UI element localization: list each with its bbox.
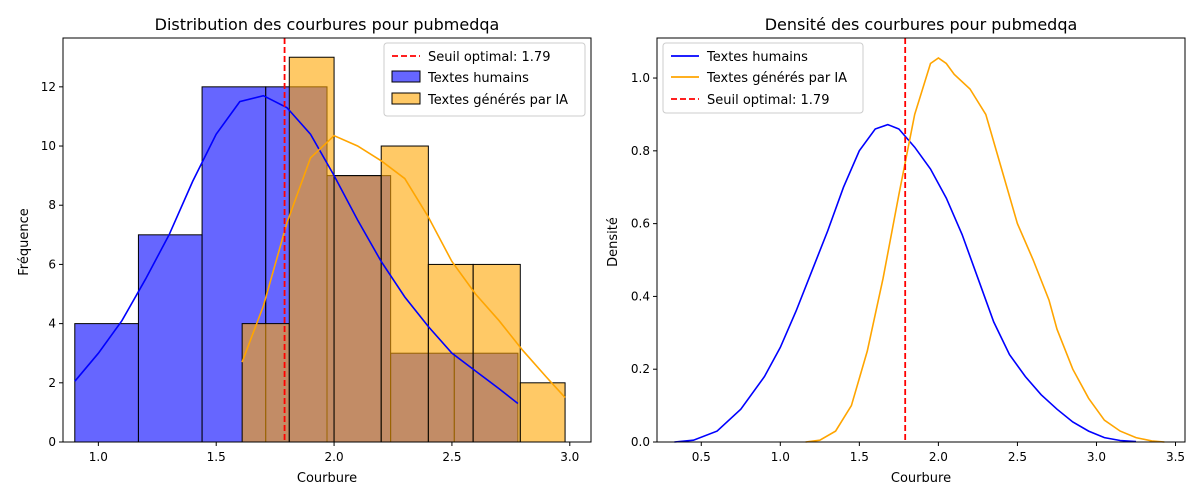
density-x-tick-label: 2.5 (1008, 450, 1027, 464)
bar-ai-4 (427, 263, 474, 443)
density-y-tick-label: 0.4 (631, 289, 650, 303)
bar-ai-6 (519, 382, 566, 443)
histogram-x-axis-label: Courbure (297, 471, 357, 486)
bar-ai-3 (380, 145, 429, 443)
legend-swatch-ai (391, 92, 421, 105)
bar-ai-5 (472, 263, 521, 443)
density-x-tick-label: 3.5 (1166, 450, 1185, 464)
density-x-tick-label: 3.0 (1087, 450, 1106, 464)
density-x-tick-label: 1.0 (771, 450, 790, 464)
density-y-tick-label: 0.2 (631, 362, 650, 376)
legend-label-human: Textes humains (706, 50, 808, 65)
density-y-tick-label: 1.0 (631, 71, 650, 85)
density-y-tick-label: 0.0 (631, 435, 650, 449)
density-x-tick-label: 1.5 (850, 450, 869, 464)
bar-human-1 (137, 234, 203, 443)
density-axes-frame (656, 37, 1186, 443)
histogram-panel: Distribution des courbures pour pubmedqa… (17, 15, 592, 486)
histogram-title: Distribution des courbures pour pubmedqa (155, 15, 500, 34)
histogram-y-tick-label: 8 (48, 198, 56, 212)
histogram-legend: Seuil optimal: 1.79 Textes humains Textes … (383, 42, 586, 117)
histogram-x-tick-label: 2.5 (442, 450, 461, 464)
density-y-tick-label: 0.6 (631, 217, 650, 231)
legend-label-human: Textes humains (427, 71, 529, 86)
histogram-y-tick-label: 0 (48, 435, 56, 449)
legend-label-ai: Textes générés par IA (706, 71, 847, 86)
histogram-y-axis-label: Fréquence (17, 208, 32, 275)
density-x-tick-label: 2.0 (929, 450, 948, 464)
density-y-tick-label: 0.8 (631, 144, 650, 158)
bar-ai-1 (288, 56, 335, 443)
density-legend: Textes humains Textes générés par IA Seuil… (662, 42, 864, 114)
density-x-axis-label: Courbure (891, 471, 951, 486)
legend-box (383, 42, 586, 117)
histogram-y-tick-label: 12 (41, 80, 56, 94)
histogram-axes-frame (62, 37, 592, 443)
histogram-y-tick-label: 4 (48, 317, 56, 331)
bar-human-0 (74, 323, 139, 443)
bar-ai-2 (333, 175, 382, 443)
histogram-y-tick-label: 10 (41, 139, 56, 153)
kde-line-ai (241, 134, 566, 399)
density-line-ai (805, 57, 1165, 443)
kde-line-human (74, 94, 519, 405)
histogram-y-tick-label: 6 (48, 257, 56, 271)
histogram-x-tick-label: 2.0 (325, 450, 344, 464)
legend-label-threshold: Seuil optimal: 1.79 (428, 50, 550, 65)
histogram-x-tick-label: 1.0 (89, 450, 108, 464)
legend-box (662, 42, 864, 114)
density-title: Densité des courbures pour pubmedqa (765, 15, 1078, 34)
legend-label-threshold: Seuil optimal: 1.79 (707, 93, 829, 108)
histogram-x-tick-label: 3.0 (560, 450, 579, 464)
density-x-tick-label: 0.5 (692, 450, 711, 464)
density-y-axis-label: Densité (606, 217, 621, 267)
legend-label-ai: Textes générés par IA (427, 93, 568, 108)
histogram-x-tick-label: 1.5 (207, 450, 226, 464)
density-panel: Densité des courbures pour pubmedqa Cour… (606, 15, 1186, 486)
legend-swatch-human (391, 70, 421, 83)
histogram-y-tick-label: 2 (48, 376, 56, 390)
density-line-human (674, 123, 1137, 443)
